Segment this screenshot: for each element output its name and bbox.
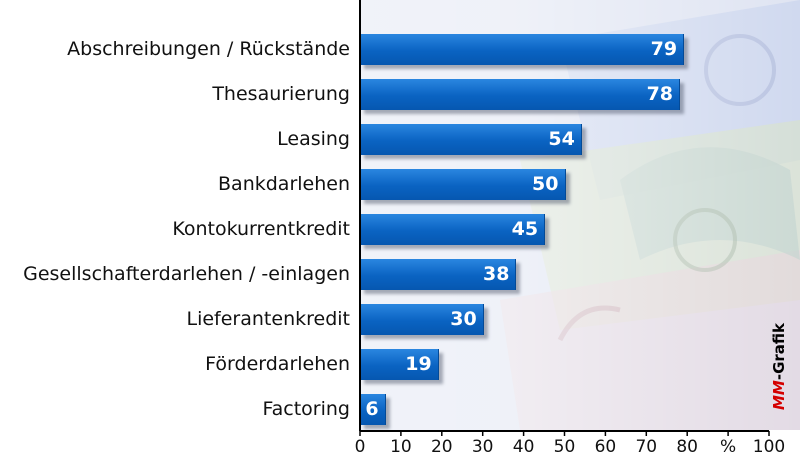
- bar: [360, 123, 582, 155]
- category-label: Thesaurierung: [212, 83, 350, 105]
- bar-value-label: 19: [405, 353, 432, 375]
- bar-value-label: 38: [482, 263, 510, 285]
- bar-value-label: 78: [646, 83, 674, 105]
- bar: [360, 78, 681, 110]
- bar: [360, 213, 546, 245]
- bar: [360, 303, 484, 335]
- x-tick-label: 20: [430, 437, 453, 457]
- category-label: Lieferantenkredit: [186, 308, 351, 330]
- category-label: Abschreibungen / Rückstände: [67, 38, 350, 60]
- x-tick-label: 50: [553, 437, 576, 457]
- x-tick-label: 60: [594, 437, 617, 457]
- category-label: Kontokurrentkredit: [172, 218, 350, 240]
- bar-value-label: 79: [650, 38, 678, 60]
- bar-value-label: 30: [450, 308, 477, 330]
- bar-value-label: 6: [365, 398, 379, 420]
- bar-value-label: 45: [511, 218, 539, 240]
- category-label: Gesellschafterdarlehen / -einlagen: [23, 263, 350, 285]
- x-tick-label: %: [720, 437, 737, 457]
- x-tick-label: 10: [390, 437, 412, 457]
- bar-value-label: 50: [532, 173, 559, 195]
- category-label: Factoring: [262, 398, 350, 420]
- x-tick-label: 80: [676, 437, 699, 457]
- bar-value-label: 54: [548, 128, 575, 150]
- category-label: Leasing: [277, 128, 350, 150]
- mm-grafik-watermark: MM-Grafik: [770, 323, 788, 410]
- x-tick-label: 30: [471, 437, 494, 457]
- bar: [360, 348, 439, 380]
- bar: [360, 393, 386, 425]
- x-tick-label: 70: [635, 437, 658, 457]
- category-label: Förderdarlehen: [205, 353, 350, 375]
- x-tick-label: 0: [354, 437, 366, 457]
- x-tick-label: 100: [752, 437, 786, 457]
- watermark-rest: -Grafik: [770, 322, 788, 381]
- bar: [360, 168, 566, 200]
- watermark-mm: MM: [770, 380, 788, 410]
- x-tick-label: 40: [512, 437, 535, 457]
- category-label: Bankdarlehen: [218, 173, 350, 195]
- bar: [360, 258, 517, 290]
- bar: [360, 33, 685, 65]
